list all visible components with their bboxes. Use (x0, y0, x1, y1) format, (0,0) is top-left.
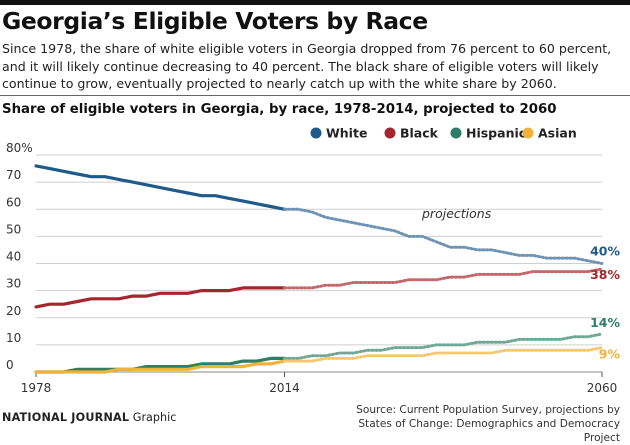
end-label-white: 40% (590, 244, 620, 259)
end-label-asian: 9% (599, 347, 621, 362)
brand-name: NATIONAL JOURNAL (2, 411, 130, 424)
brand-suffix: Graphic (129, 411, 177, 424)
y-tick-label: 60 (6, 195, 21, 209)
y-tick-label: 30 (6, 277, 21, 291)
page-subtitle: Since 1978, the share of white eligible … (2, 41, 612, 91)
legend-label-white: White (326, 126, 367, 141)
y-tick-label: 20 (6, 304, 21, 318)
y-tick-label: 80% (6, 141, 33, 155)
legend-swatch-white (310, 127, 322, 139)
chart-title: Share of eligible voters in Georgia, by … (2, 102, 557, 117)
x-axis-ticks: 1978 2014 2060 (21, 372, 618, 395)
series-projection-hispanic (283, 332, 604, 360)
legend-swatch-black (384, 127, 396, 139)
series-projection-white (283, 207, 604, 265)
y-tick-label: 50 (6, 222, 21, 236)
series-lines (34, 164, 604, 374)
end-labels: 40% 38% 14% 9% projections (421, 206, 620, 362)
end-label-black: 38% (590, 267, 620, 282)
series-line-hispanic (34, 356, 287, 374)
y-tick-label: 10 (6, 331, 21, 345)
series-line-white (34, 164, 287, 211)
series-projection-asian (283, 346, 604, 363)
source-line-2: States of Change: Demographics and Democ… (358, 418, 620, 444)
projections-annotation: projections (421, 206, 492, 221)
legend-swatch-hispanic (450, 127, 462, 139)
y-tick-label: 0 (6, 358, 14, 372)
x-tick-label: 1978 (21, 381, 52, 395)
x-tick-label: 2014 (269, 381, 300, 395)
series-line-asian (34, 359, 287, 374)
y-tick-label: 70 (6, 168, 21, 182)
y-axis-ticks: 0 10 20 30 40 50 60 70 80% (6, 141, 33, 372)
page-title: Georgia’s Eligible Voters by Race (2, 7, 428, 35)
legend-label-black: Black (400, 126, 439, 141)
legend-label-asian: Asian (538, 126, 577, 141)
end-label-hispanic: 14% (590, 315, 620, 330)
source-note: Source: Current Population Survey, proje… (320, 403, 620, 445)
legend-label-hispanic: Hispanic (466, 126, 526, 141)
y-tick-label: 40 (6, 250, 21, 264)
legend: White Black Hispanic Asian (310, 126, 577, 141)
credit: NATIONAL JOURNAL Graphic (2, 411, 176, 424)
source-line-1: Source: Current Population Survey, proje… (356, 404, 620, 416)
divider (0, 95, 630, 96)
legend-swatch-asian (522, 127, 534, 139)
x-tick-label: 2060 (587, 381, 618, 395)
top-rule (0, 0, 630, 5)
series-projection-black (283, 267, 604, 290)
series-line-black (34, 286, 287, 309)
